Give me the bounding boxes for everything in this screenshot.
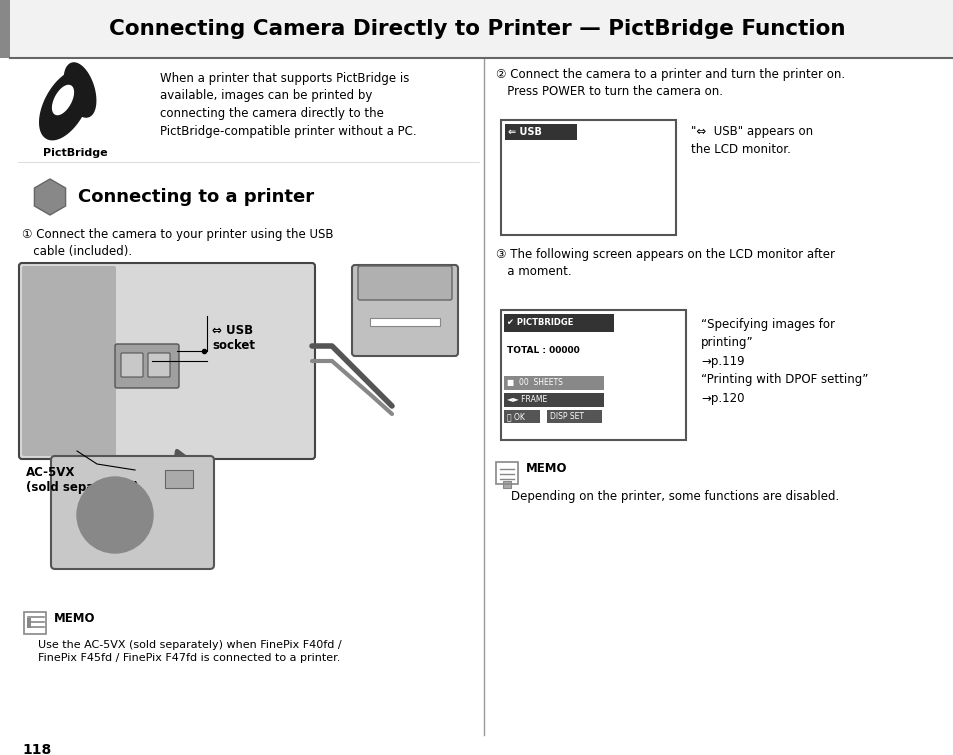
Bar xyxy=(24,612,46,634)
Bar xyxy=(503,376,603,390)
Bar xyxy=(504,124,577,140)
FancyBboxPatch shape xyxy=(357,266,452,300)
Text: ⇐ USB: ⇐ USB xyxy=(507,127,541,137)
Bar xyxy=(500,120,676,235)
Bar xyxy=(496,462,517,484)
Text: AC-5VX
(sold separately): AC-5VX (sold separately) xyxy=(26,466,138,494)
Polygon shape xyxy=(34,179,66,215)
Bar xyxy=(503,314,614,332)
Text: ⇔ USB
socket: ⇔ USB socket xyxy=(212,324,254,352)
Bar xyxy=(500,310,685,440)
Bar xyxy=(370,318,439,326)
Text: Connecting Camera Directly to Printer — PictBridge Function: Connecting Camera Directly to Printer — … xyxy=(109,19,844,39)
FancyBboxPatch shape xyxy=(148,353,170,377)
Circle shape xyxy=(110,510,120,520)
Bar xyxy=(0,0,953,58)
FancyBboxPatch shape xyxy=(51,456,213,569)
Text: MEMO: MEMO xyxy=(525,462,567,475)
FancyBboxPatch shape xyxy=(19,263,314,459)
Text: When a printer that supports PictBridge is
available, images can be printed by
c: When a printer that supports PictBridge … xyxy=(160,72,416,137)
Text: ① Connect the camera to your printer using the USB
   cable (included).: ① Connect the camera to your printer usi… xyxy=(22,228,334,258)
FancyBboxPatch shape xyxy=(22,266,116,456)
Bar xyxy=(546,410,601,423)
Bar xyxy=(503,393,603,407)
Text: DISP SET: DISP SET xyxy=(550,412,583,421)
FancyBboxPatch shape xyxy=(121,353,143,377)
Text: "⇔  USB" appears on
the LCD monitor.: "⇔ USB" appears on the LCD monitor. xyxy=(690,125,812,156)
Text: 118: 118 xyxy=(22,743,51,755)
Bar xyxy=(0,0,10,58)
Text: ⓞ OK: ⓞ OK xyxy=(506,412,524,421)
Bar xyxy=(502,481,511,488)
Polygon shape xyxy=(40,70,91,140)
Text: Depending on the printer, some functions are disabled.: Depending on the printer, some functions… xyxy=(511,490,839,503)
Text: “Specifying images for
printing”
→p.119
“Printing with DPOF setting”
→p.120: “Specifying images for printing” →p.119 … xyxy=(700,318,867,405)
Bar xyxy=(165,470,193,488)
Text: MEMO: MEMO xyxy=(54,612,95,625)
Text: TOTAL : 00000: TOTAL : 00000 xyxy=(506,346,579,355)
Circle shape xyxy=(77,477,152,553)
Text: ◄► FRAME: ◄► FRAME xyxy=(506,396,547,405)
Text: PictBridge: PictBridge xyxy=(43,148,107,158)
Text: ② Connect the camera to a printer and turn the printer on.
   Press POWER to tur: ② Connect the camera to a printer and tu… xyxy=(496,68,844,98)
Text: Connecting to a printer: Connecting to a printer xyxy=(78,188,314,206)
Text: ✔ PICTBRIDGE: ✔ PICTBRIDGE xyxy=(506,319,573,328)
Polygon shape xyxy=(52,85,73,115)
Circle shape xyxy=(105,505,125,525)
Bar xyxy=(503,410,539,423)
Text: ■  00  SHEETS: ■ 00 SHEETS xyxy=(506,378,562,387)
Text: ③ The following screen appears on the LCD monitor after
   a moment.: ③ The following screen appears on the LC… xyxy=(496,248,834,278)
FancyBboxPatch shape xyxy=(115,344,179,388)
Circle shape xyxy=(97,497,132,533)
FancyBboxPatch shape xyxy=(352,265,457,356)
Polygon shape xyxy=(64,63,95,117)
Circle shape xyxy=(87,487,143,543)
Bar xyxy=(27,618,30,628)
Text: Use the AC-5VX (sold separately) when FinePix F40fd /
FinePix F45fd / FinePix F4: Use the AC-5VX (sold separately) when Fi… xyxy=(38,640,341,663)
